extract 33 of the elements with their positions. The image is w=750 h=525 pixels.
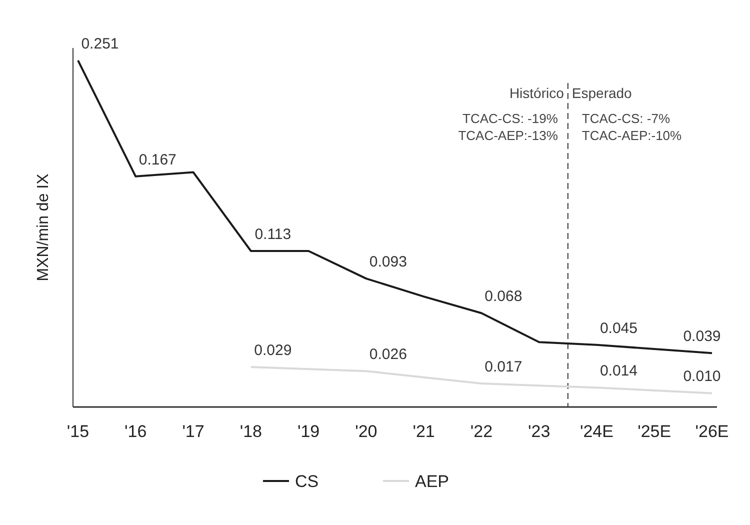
data-label: 0.068 — [484, 288, 522, 306]
x-tick-label: '24E — [580, 422, 614, 441]
x-tick-label: '22 — [470, 422, 493, 441]
data-label: 0.167 — [138, 151, 176, 168]
data-label: 0.010 — [683, 368, 721, 386]
x-tick-label: '25E — [638, 422, 672, 441]
data-label: 0.093 — [369, 254, 407, 271]
data-label: 0.014 — [600, 362, 638, 380]
legend-label: CS — [295, 472, 319, 491]
y-axis-title: MXN/min de IX — [35, 173, 52, 282]
x-tick-label: '26E — [695, 422, 729, 441]
data-label: 0.029 — [254, 342, 292, 359]
data-label: 0.026 — [369, 346, 407, 364]
data-label: 0.017 — [484, 358, 522, 376]
annotation: Esperado — [572, 85, 632, 101]
data-label: 0.113 — [254, 226, 292, 243]
x-tick-label: '19 — [297, 422, 320, 441]
data-label: 0.045 — [600, 320, 638, 337]
data-label: 0.039 — [683, 328, 721, 346]
annotation: TCAC-AEP:-10% — [582, 128, 682, 143]
x-tick-label: '18 — [240, 422, 262, 441]
x-tick-label: '15 — [66, 422, 90, 441]
annotation: TCAC-CS: -7% — [582, 111, 670, 126]
x-tick-label: '23 — [528, 422, 550, 441]
annotation: Histórico — [509, 85, 564, 101]
x-tick-label: '20 — [355, 422, 378, 441]
annotation: TCAC-CS: -19% — [462, 111, 558, 126]
legend-label: AEP — [415, 472, 450, 491]
x-tick-label: '17 — [182, 422, 204, 441]
x-tick-label: '16 — [124, 422, 147, 441]
annotation: TCAC-AEP:-13% — [458, 128, 558, 143]
x-tick-label: '21 — [412, 422, 435, 441]
data-label: 0.251 — [81, 35, 119, 52]
